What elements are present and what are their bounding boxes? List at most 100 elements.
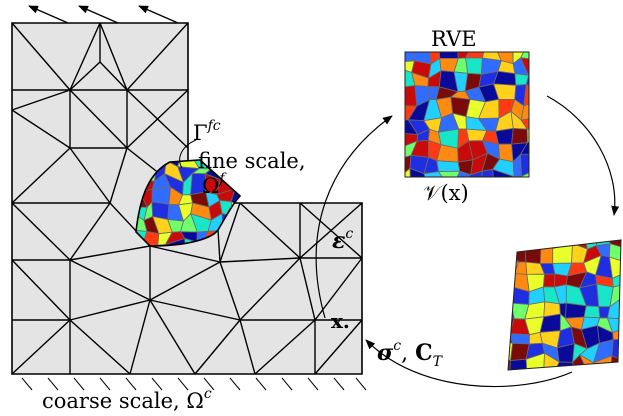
voronoi-cell xyxy=(536,128,558,144)
voronoi-cell xyxy=(539,240,554,265)
voronoi-cell xyxy=(493,70,517,86)
voronoi-cell xyxy=(521,172,529,177)
voronoi-cell xyxy=(492,168,515,177)
coarse-scale-label: coarse scale, Ωc xyxy=(42,386,212,413)
voronoi-cell xyxy=(540,240,554,250)
sigma-superscript: c xyxy=(393,338,401,354)
voronoi-cell xyxy=(541,187,558,203)
voronoi-cell xyxy=(153,244,167,246)
voronoi-cell xyxy=(465,57,483,75)
voronoi-cell xyxy=(585,368,603,370)
voronoi-cell xyxy=(608,256,621,279)
point-x-label: x. xyxy=(331,309,350,333)
voronoi-cell xyxy=(520,57,529,76)
voronoi-cell xyxy=(511,389,530,399)
arrow-back-to-coarse xyxy=(365,339,573,388)
sigma-symbol: σ xyxy=(377,340,394,366)
voronoi-cell xyxy=(535,112,557,135)
voronoi-cell xyxy=(248,174,263,190)
voronoi-cell xyxy=(509,358,528,370)
voronoi-cell xyxy=(540,57,553,76)
rve-frame xyxy=(404,51,530,178)
tangent-symbol: C xyxy=(415,340,433,366)
voronoi-cell xyxy=(508,240,528,252)
voronoi-cell xyxy=(565,385,587,398)
voronoi-cell xyxy=(481,168,494,177)
voronoi-cell xyxy=(594,368,614,370)
rve-voronoi-cells xyxy=(396,46,558,205)
voronoi-cell xyxy=(396,182,413,200)
voronoi-cell xyxy=(423,171,443,177)
voronoi-cell xyxy=(508,284,512,304)
voronoi-cell xyxy=(607,240,621,251)
voronoi-cell xyxy=(508,240,517,252)
voronoi-cell xyxy=(611,372,623,390)
voronoi-cell xyxy=(581,382,599,399)
voronoi-cell xyxy=(542,273,556,288)
coarse-scale-superscript: c xyxy=(204,386,212,402)
voronoi-cell xyxy=(539,74,553,92)
voronoi-cell xyxy=(526,382,542,399)
epsilon-superscript: c xyxy=(345,226,353,242)
mesh-edges xyxy=(11,22,363,375)
voronoi-cell xyxy=(524,189,544,204)
voronoi-cell xyxy=(510,189,525,204)
voronoi-cell xyxy=(539,168,555,189)
voronoi-cell xyxy=(523,83,529,107)
voronoi-cell xyxy=(520,153,529,177)
comma-separator: , xyxy=(401,341,415,366)
voronoi-cell xyxy=(610,355,621,370)
omega-f-superscript: f xyxy=(218,171,227,187)
voronoi-cell xyxy=(552,386,570,396)
omega-f-symbol: Ω xyxy=(202,174,219,198)
voronoi-cell xyxy=(608,243,621,262)
voronoi-cell xyxy=(524,240,542,249)
voronoi-cell xyxy=(437,170,461,177)
coarse-scale-text: coarse scale, Ω xyxy=(42,389,204,413)
voronoi-cell xyxy=(509,369,528,370)
voronoi-cell xyxy=(609,283,621,308)
deformed-rve xyxy=(507,239,623,399)
voronoi-cell xyxy=(494,189,513,205)
fine-boundary-label: Γfc xyxy=(193,118,221,145)
voronoi-cell xyxy=(519,141,529,155)
tangent-subscript: T xyxy=(433,354,444,370)
load-arrows xyxy=(28,5,179,24)
rve-title: RVE xyxy=(431,27,477,51)
load-arrow xyxy=(28,5,69,24)
epsilon-symbol: ε xyxy=(332,228,345,254)
voronoi-cell xyxy=(495,127,514,145)
fine-boundary xyxy=(135,159,242,247)
voronoi-cell xyxy=(508,270,516,287)
arrow-up-to-rve xyxy=(315,115,393,319)
voronoi-cell xyxy=(482,182,501,205)
fine-domain-label: Ωf xyxy=(202,171,227,198)
voronoi-cell xyxy=(508,333,530,345)
gamma-superscript: fc xyxy=(207,118,221,134)
voronoi-cell xyxy=(564,302,587,319)
stress-tangent-label: σc, CT xyxy=(377,338,444,370)
deformed-rve-voronoi-cells xyxy=(508,240,623,399)
voronoi-cell xyxy=(537,382,556,396)
voronoi-cell xyxy=(525,74,529,86)
voronoi-cell xyxy=(551,240,574,250)
voronoi-cell xyxy=(535,153,550,173)
voronoi-cell xyxy=(405,167,411,177)
voronoi-cell xyxy=(524,240,542,265)
load-arrow xyxy=(138,5,179,24)
voronoi-cell xyxy=(151,186,171,205)
voronoi-cell xyxy=(467,170,483,177)
voronoi-cell xyxy=(543,352,560,370)
voronoi-cell xyxy=(234,173,240,191)
voronoi-cell xyxy=(612,325,621,341)
voronoi-cell xyxy=(164,237,186,246)
deformed-rve-frame xyxy=(507,239,622,371)
voronoi-cell xyxy=(511,127,528,145)
voronoi-cell xyxy=(564,368,588,370)
voronoi-cell xyxy=(535,139,551,154)
rve-square xyxy=(396,46,558,205)
voronoi-cell xyxy=(540,46,553,60)
voronoi-cell xyxy=(436,160,461,173)
voronoi-cell xyxy=(520,52,529,60)
